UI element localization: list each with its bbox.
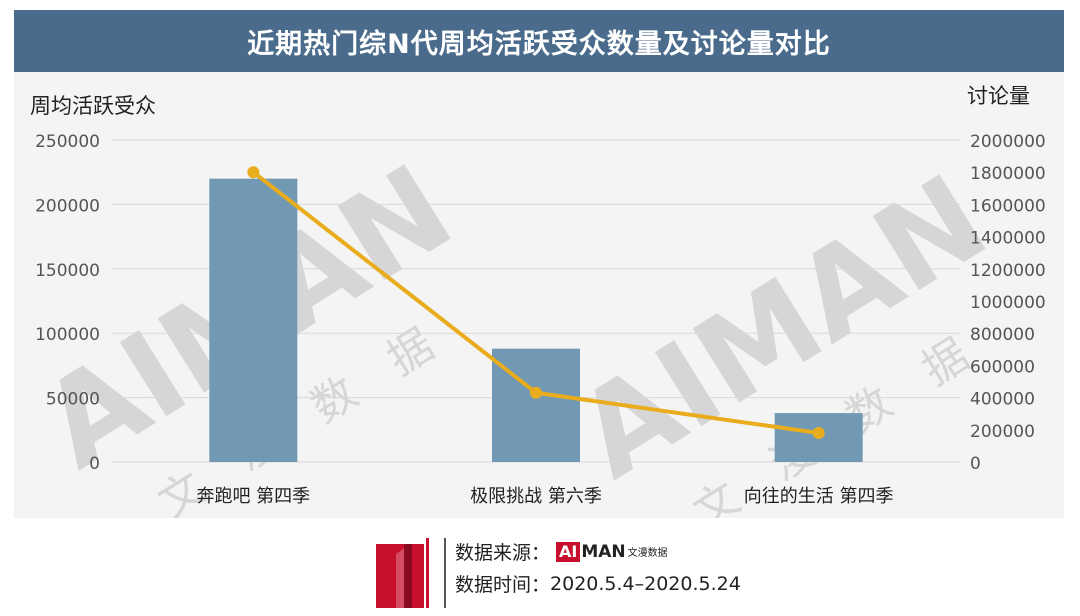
title-bar: 近期热门综N代周均活跃受众数量及讨论量对比 — [14, 10, 1064, 72]
line-point — [247, 166, 260, 179]
y2-axis-title: 讨论量 — [967, 84, 1030, 108]
brand-man: MAN — [581, 541, 626, 562]
x-tick-label: 向往的生活 第四季 — [744, 486, 894, 507]
y-axis-title: 周均活跃受众 — [30, 94, 156, 118]
y2-tick-label: 600000 — [970, 357, 1035, 377]
y2-tick-label: 1400000 — [970, 229, 1046, 249]
chart-svg: AIMAN文漫数据AIMAN文漫数据2500002000001500001000… — [20, 132, 1046, 518]
y-tick-label: 150000 — [35, 261, 100, 281]
y2-tick-label: 1000000 — [970, 293, 1046, 313]
chart-panel: 周均活跃受众 讨论量 AIMAN文漫数据AIMAN文漫数据25000020000… — [14, 72, 1064, 518]
x-tick-label: 奔跑吧 第四季 — [196, 486, 310, 507]
source-brand-logo: AI MAN 文漫数据 — [556, 541, 668, 562]
y-tick-label: 200000 — [35, 196, 100, 216]
y2-tick-label: 2000000 — [970, 132, 1046, 152]
y-tick-label: 250000 — [35, 132, 100, 152]
y-tick-label: 0 — [89, 454, 100, 474]
footer: 数据来源： AI MAN 文漫数据 数据时间： 2020.5.4–2020.5.… — [0, 518, 1080, 616]
watermark-char: 数 — [302, 367, 366, 434]
y2-tick-label: 200000 — [970, 422, 1035, 442]
x-tick-label: 极限挑战 第六季 — [470, 486, 602, 507]
y2-tick-label: 800000 — [970, 325, 1035, 345]
y-tick-label: 50000 — [46, 390, 100, 410]
y2-tick-label: 400000 — [970, 390, 1035, 410]
line-point — [530, 386, 542, 399]
chart-title: 近期热门综N代周均活跃受众数量及讨论量对比 — [247, 28, 831, 60]
y2-tick-label: 0 — [970, 454, 981, 474]
y2-tick-label: 1200000 — [970, 261, 1046, 281]
y-tick-label: 100000 — [35, 325, 100, 345]
bar — [209, 178, 298, 462]
brand-cn: 文漫数据 — [627, 548, 668, 559]
y2-tick-label: 1600000 — [970, 196, 1046, 216]
time-label: 数据时间： — [455, 574, 551, 596]
watermark-char: 文 — [685, 472, 749, 518]
watermark-char: 据 — [914, 329, 978, 396]
bar — [492, 348, 580, 462]
source-line: 数据来源： AI MAN 文漫数据 — [455, 538, 668, 565]
y2-tick-label: 1800000 — [970, 164, 1046, 184]
time-line: 数据时间： 2020.5.4–2020.5.24 — [455, 570, 741, 597]
time-value: 2020.5.4–2020.5.24 — [550, 572, 741, 595]
brand-ai: AI — [556, 541, 581, 562]
publisher-logo-icon — [376, 538, 429, 608]
watermark-char: 据 — [379, 319, 443, 386]
source-label: 数据来源： — [455, 542, 551, 564]
footer-divider — [444, 538, 446, 608]
line-point — [812, 427, 825, 440]
